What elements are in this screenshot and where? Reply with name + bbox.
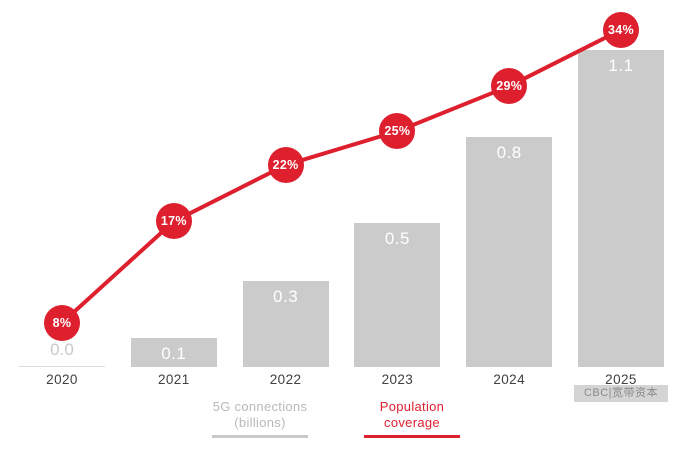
coverage-line-path xyxy=(60,28,622,325)
legend-5g-connections-line1: 5G connections xyxy=(212,399,308,414)
coverage-marker-2024: 29% xyxy=(491,68,528,105)
coverage-marker-2020: 8% xyxy=(44,304,80,341)
watermark-logo: CBC|宽带资本 xyxy=(574,385,668,402)
bar-2021: 0.1 xyxy=(130,338,217,367)
legend-population-coverage-line2: coverage xyxy=(384,415,440,430)
year-label-2022: 2022 xyxy=(269,372,302,387)
bar-value-label: 0.1 xyxy=(161,344,187,363)
coverage-marker-2025: 34% xyxy=(603,11,639,48)
bar-value-label: 0.0 xyxy=(50,340,74,359)
zero-baseline-tick xyxy=(19,366,105,367)
bar-2025: 1.1 xyxy=(578,50,664,367)
year-label-2023: 2023 xyxy=(381,372,414,387)
year-label-2025: 2025 xyxy=(605,372,637,387)
legend-5g-connections: 5G connections (billions) xyxy=(180,399,340,431)
coverage-marker-2021: 17% xyxy=(155,203,192,240)
coverage-marker-2022: 22% xyxy=(267,147,304,184)
bar-2024: 0.8 xyxy=(466,137,553,367)
bar-value-label: 0.5 xyxy=(384,229,410,248)
bar-2023: 0.5 xyxy=(354,223,441,367)
bar-2022: 0.3 xyxy=(242,281,329,367)
legend-coverage-underline xyxy=(364,435,460,438)
legend-population-coverage-line1: Population xyxy=(379,399,445,414)
coverage-marker-2023: 25% xyxy=(379,113,416,150)
legend-5g-underline xyxy=(212,435,308,438)
bar-value-label: 0.3 xyxy=(273,287,299,306)
year-label-2024: 2024 xyxy=(493,372,525,387)
year-label-2020: 2020 xyxy=(46,372,78,387)
legend-5g-connections-line2: (billions) xyxy=(234,415,286,430)
bar-value-label: 1.1 xyxy=(608,56,634,75)
year-label-2021: 2021 xyxy=(157,372,190,387)
bar-value-label: 0.8 xyxy=(496,143,522,162)
legend-population-coverage: Population coverage xyxy=(332,399,492,431)
